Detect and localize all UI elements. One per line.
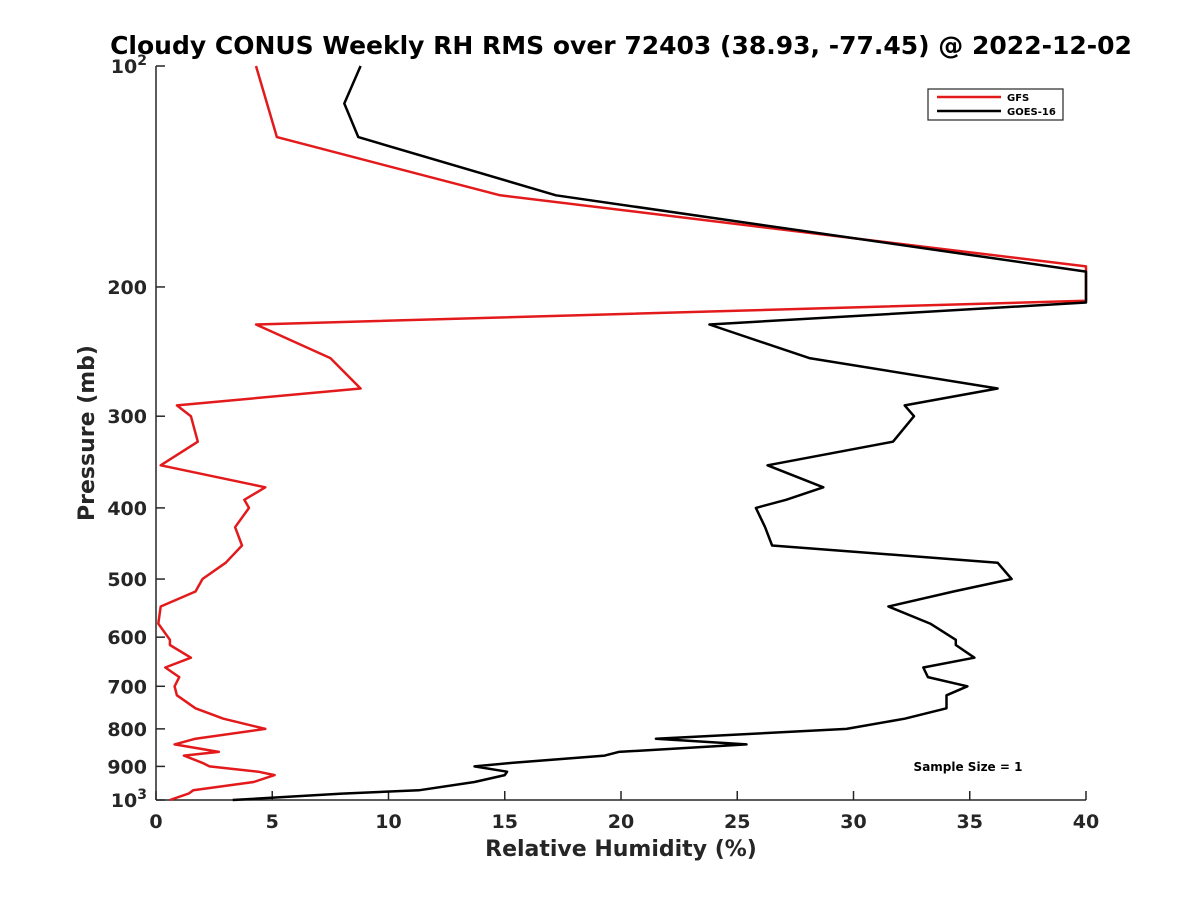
series-line-gfs (157, 65, 1088, 802)
y-tick-label: 800 (107, 719, 147, 741)
series-lines (157, 65, 1088, 802)
x-tick-label: 35 (957, 811, 983, 833)
y-tick-label: 102 (111, 53, 147, 78)
chart-title: Cloudy CONUS Weekly RH RMS over 72403 (3… (110, 31, 1132, 60)
y-tick-label: 400 (107, 498, 147, 520)
x-axis-label: Relative Humidity (%) (485, 837, 757, 862)
x-tick-label: 20 (608, 811, 634, 833)
legend-box (927, 88, 1064, 121)
y-tick-label: 300 (107, 406, 147, 428)
y-tick-label: 900 (107, 756, 147, 778)
x-tick-label: 0 (149, 811, 162, 833)
sample-size-note: Sample Size = 1 (914, 760, 1023, 774)
y-ticks: 102 200 300 400 500 600 700 800 900 103 (107, 53, 165, 812)
plot-area: 0 5 10 15 20 25 30 35 40 102 200 300 400 500 600 700 80… (107, 53, 1099, 833)
legend: GFS GOES-16 (927, 88, 1064, 121)
series-line-goes-16 (232, 65, 1088, 802)
y-axis-label: Pressure (mb) (75, 345, 100, 521)
x-tick-label: 10 (375, 811, 401, 833)
x-tick-label: 5 (266, 811, 279, 833)
legend-label-goes-16: GOES-16 (1007, 107, 1056, 118)
y-tick-label: 700 (107, 676, 147, 698)
x-ticks: 0 5 10 15 20 25 30 35 40 (149, 791, 1099, 833)
y-tick-label: 200 (107, 277, 147, 299)
x-tick-label: 30 (840, 811, 866, 833)
y-tick-label: 600 (107, 627, 147, 649)
x-tick-label: 40 (1073, 811, 1099, 833)
y-tick-label: 500 (107, 569, 147, 591)
y-tick-label: 103 (111, 787, 147, 812)
x-tick-label: 25 (724, 811, 750, 833)
x-tick-label: 15 (492, 811, 518, 833)
legend-label-gfs: GFS (1007, 93, 1029, 104)
